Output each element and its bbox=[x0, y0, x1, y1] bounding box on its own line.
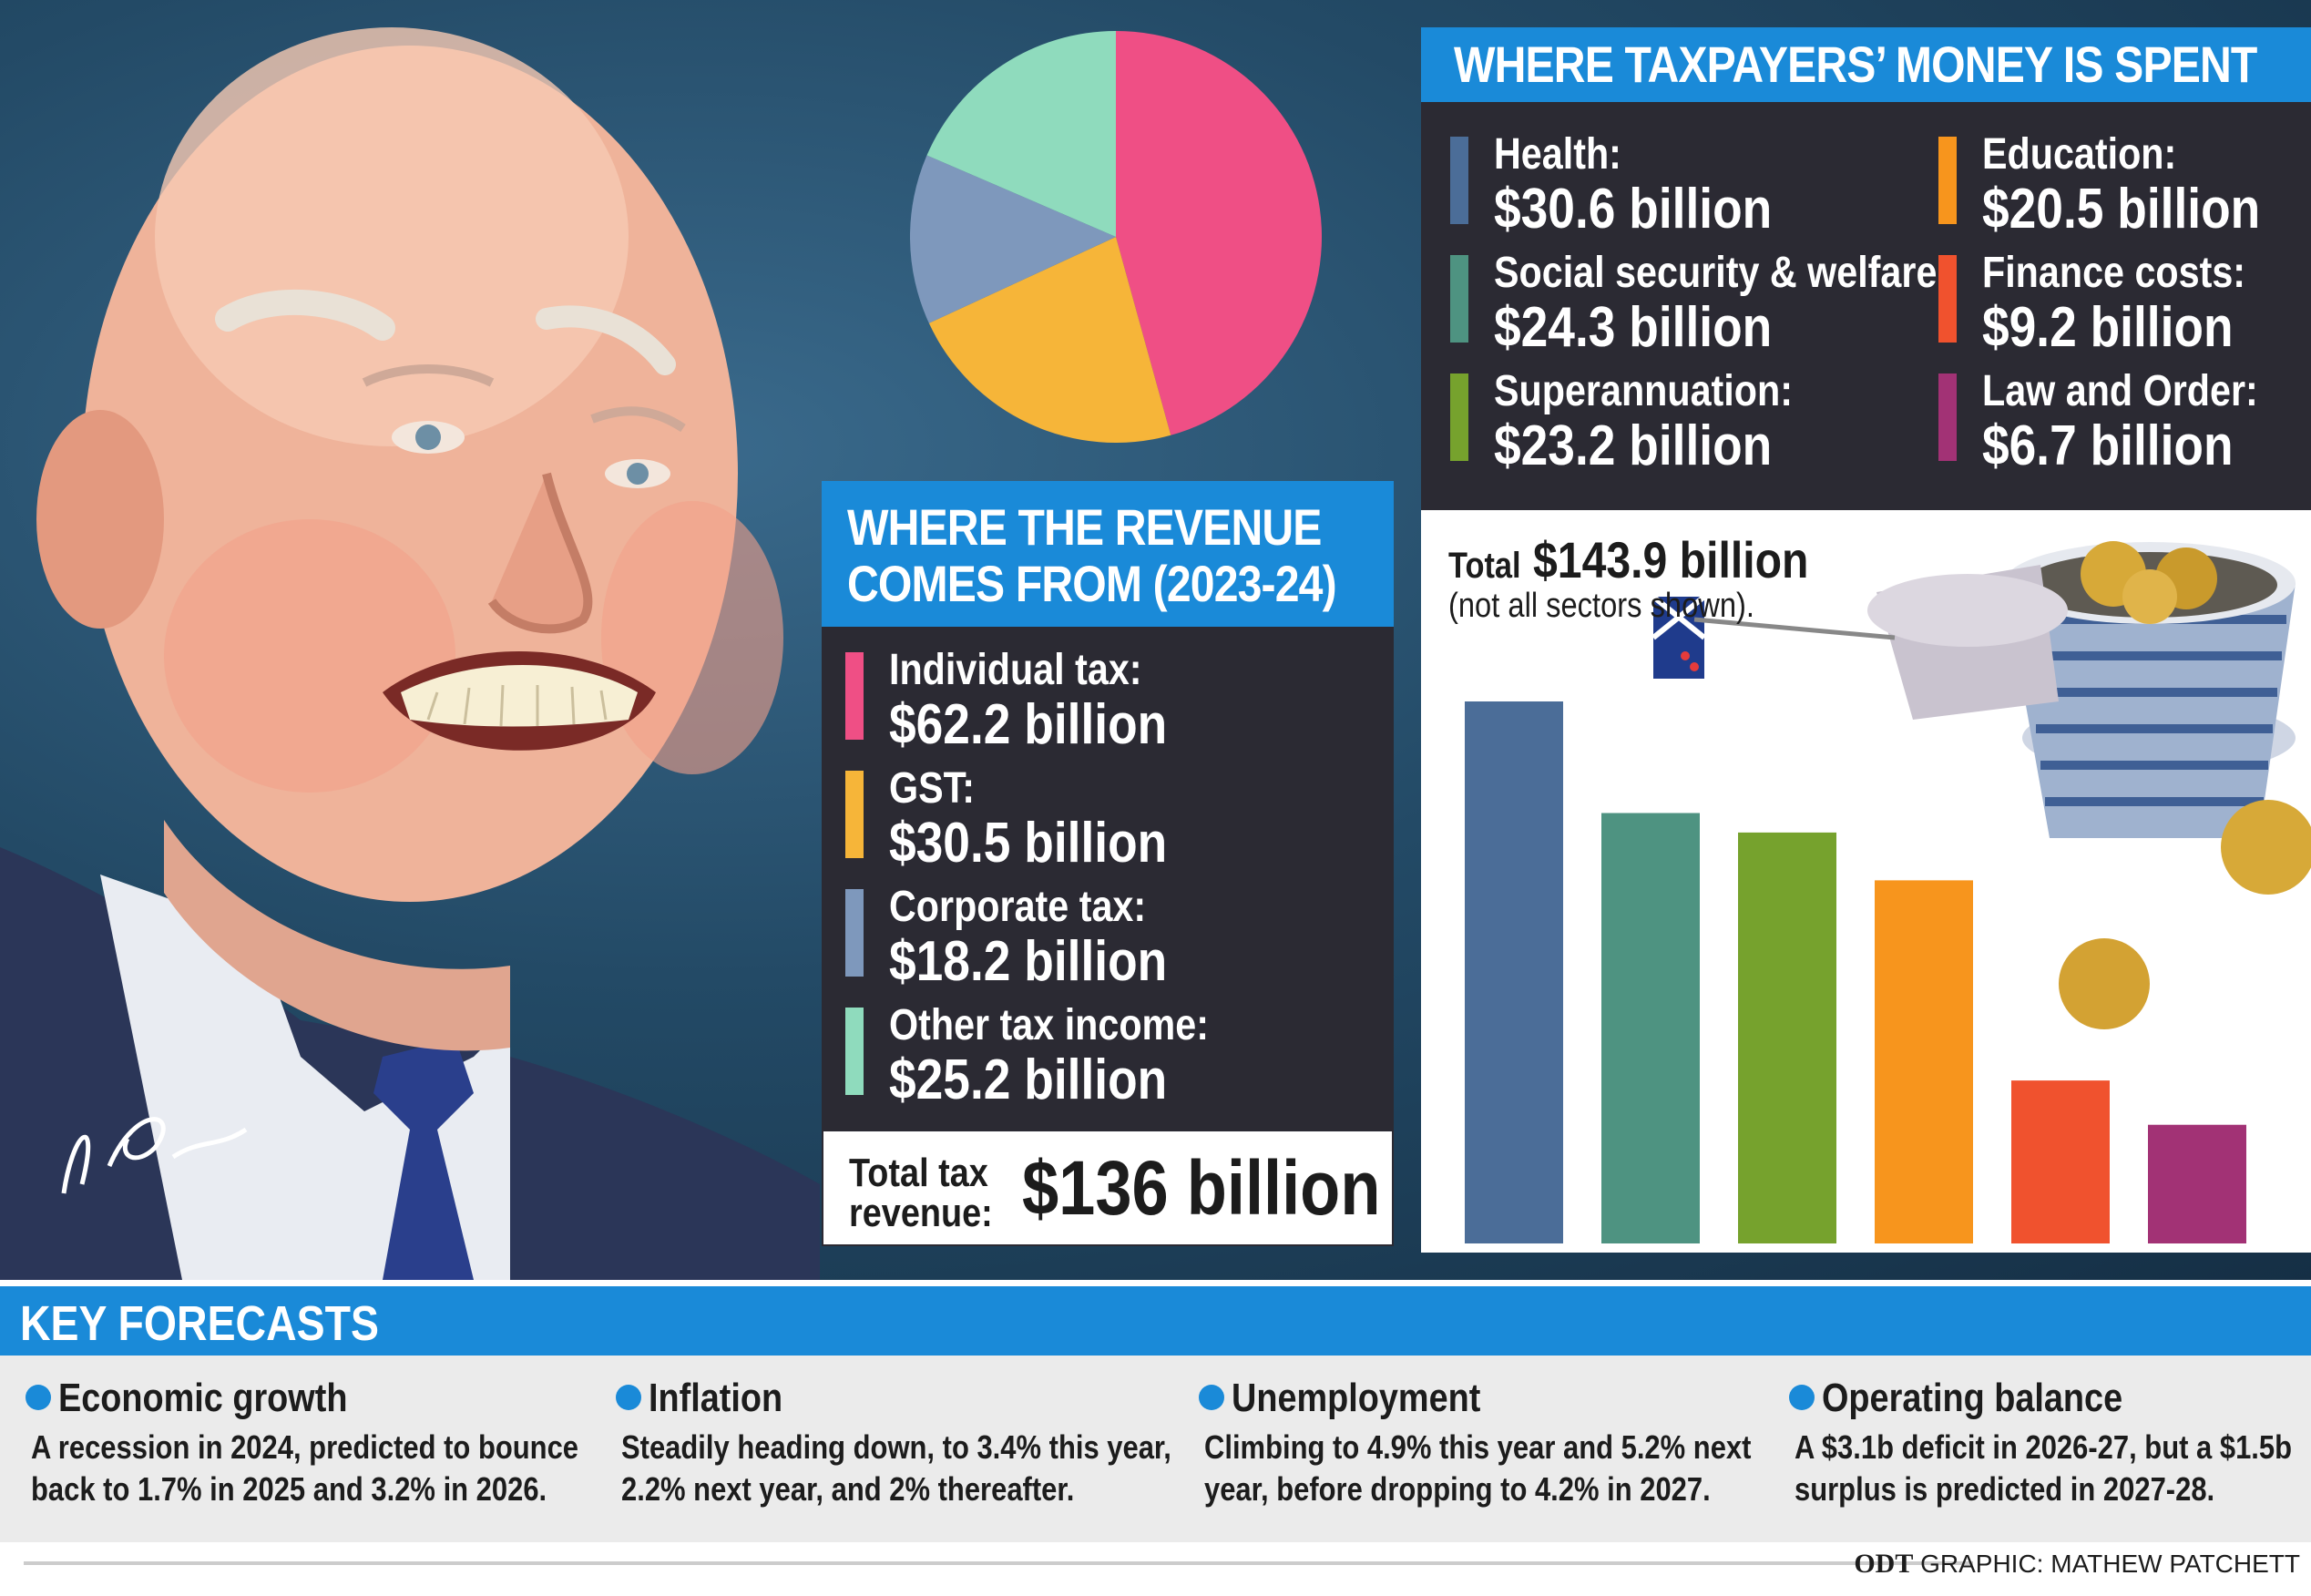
bars-layer bbox=[1465, 701, 2246, 1243]
legend-swatch bbox=[1450, 255, 1468, 343]
spending-total: Total $143.9 billion bbox=[1448, 530, 1808, 589]
legend-value: $30.6 billion bbox=[1494, 178, 1773, 240]
spending-total-prefix: Total bbox=[1448, 546, 1521, 586]
forecast-text: Steadily heading down, to 3.4% this year… bbox=[621, 1428, 1171, 1508]
legend-swatch bbox=[845, 1008, 864, 1095]
forecast-title: Economic growth bbox=[58, 1376, 348, 1420]
legend-value: $62.2 billion bbox=[889, 693, 1168, 756]
legend-swatch bbox=[845, 652, 864, 740]
bar-health bbox=[1465, 701, 1563, 1243]
legend-value: $25.2 billion bbox=[889, 1049, 1168, 1111]
legend-value: $23.2 billion bbox=[1494, 414, 1773, 477]
legend-label: Finance costs: bbox=[1982, 249, 2246, 297]
pie-slice-individual-tax bbox=[1116, 31, 1323, 435]
legend-swatch bbox=[1450, 137, 1468, 224]
legend-swatch bbox=[845, 771, 864, 858]
revenue-total-box: Total tax revenue: $136 billion bbox=[822, 1130, 1394, 1246]
legend-swatch bbox=[1938, 373, 1957, 461]
bar-social-security-welfare bbox=[1601, 813, 1700, 1243]
treasury-building-illustration bbox=[1651, 541, 2311, 1029]
forecast-text: Climbing to 4.9% this year and 5.2% next… bbox=[1204, 1428, 1752, 1508]
pie-slice-other-tax-income bbox=[926, 31, 1116, 237]
key-forecasts-panel: Economic growth A recession in 2024, pre… bbox=[0, 1356, 2311, 1542]
legend-label: GST: bbox=[889, 764, 976, 813]
footer-divider bbox=[24, 1561, 1973, 1565]
key-forecasts-title: KEY FORECASTS bbox=[20, 1296, 379, 1351]
bar-superannuation bbox=[1738, 832, 1836, 1243]
legend-label: Corporate tax: bbox=[889, 883, 1147, 931]
spending-total-note: (not all sectors shown). bbox=[1448, 587, 1755, 625]
legend-label: Law and Order: bbox=[1982, 367, 2258, 415]
graphic-credit: ODT GRAPHIC: MATHEW PATCHETT bbox=[1854, 1549, 2300, 1580]
spending-header: WHERE TAXPAYERS’ MONEY IS SPENT bbox=[1421, 27, 2311, 102]
revenue-header-line-2: COMES FROM (2023-24) bbox=[847, 555, 1337, 612]
legend-swatch bbox=[1938, 255, 1957, 343]
total-tax-value: $136 billion bbox=[1022, 1145, 1381, 1231]
spending-panel: WHERE TAXPAYERS’ MONEY IS SPENT Health: … bbox=[1421, 27, 2311, 1253]
bullet-icon bbox=[26, 1385, 51, 1410]
spending-bar-chart: Total $143.9 billion (not all sectors sh… bbox=[1421, 510, 2311, 1253]
legend-swatch bbox=[845, 889, 864, 977]
revenue-pie-chart bbox=[910, 31, 1323, 443]
legend-label: Individual tax: bbox=[889, 646, 1142, 694]
pie-slice-gst bbox=[928, 237, 1171, 443]
legend-swatch bbox=[1450, 373, 1468, 461]
credit-brand: ODT bbox=[1854, 1549, 1914, 1579]
legend-swatch bbox=[1938, 137, 1957, 224]
pie-slice-corporate-tax bbox=[910, 155, 1116, 323]
revenue-panel: WHERE THE REVENUE COMES FROM (2023-24) I… bbox=[822, 481, 1394, 1246]
spending-total-value: $143.9 billion bbox=[1533, 531, 1809, 588]
legend-value: $18.2 billion bbox=[889, 930, 1168, 993]
forecast-text: A $3.1b deficit in 2026-27, but a $1.5b … bbox=[1795, 1428, 2293, 1508]
revenue-header-line-1: WHERE THE REVENUE bbox=[847, 498, 1322, 556]
forecast-title: Operating balance bbox=[1822, 1376, 2123, 1420]
bar-finance-costs bbox=[2011, 1080, 2110, 1243]
bar-education bbox=[1875, 880, 1973, 1243]
legend-label: Other tax income: bbox=[889, 1001, 1209, 1049]
revenue-header: WHERE THE REVENUE COMES FROM (2023-24) bbox=[822, 481, 1394, 627]
forecast-title: Inflation bbox=[649, 1376, 783, 1420]
bullet-icon bbox=[1789, 1385, 1815, 1410]
bar-law-and-order bbox=[2148, 1124, 2246, 1243]
legend-label: Health: bbox=[1494, 130, 1621, 179]
forecast-title: Unemployment bbox=[1232, 1376, 1481, 1420]
total-tax-label-line-1: Total tax bbox=[849, 1151, 988, 1195]
total-tax-label-line-2: revenue: bbox=[849, 1191, 993, 1235]
legend-label: Social security & welfare: bbox=[1494, 249, 1950, 297]
total-tax-label: Total tax revenue: bbox=[849, 1153, 1006, 1233]
legend-value: $20.5 billion bbox=[1982, 178, 2261, 240]
bullet-icon bbox=[616, 1385, 641, 1410]
legend-value: $6.7 billion bbox=[1982, 414, 2234, 477]
key-forecasts-header: KEY FORECASTS bbox=[0, 1286, 2311, 1356]
legend-value: $30.5 billion bbox=[889, 812, 1168, 875]
legend-label: Superannuation: bbox=[1494, 367, 1793, 415]
legend-value: $24.3 billion bbox=[1494, 296, 1773, 359]
bullet-icon bbox=[1199, 1385, 1224, 1410]
legend-value: $9.2 billion bbox=[1982, 296, 2234, 359]
credit-text: GRAPHIC: MATHEW PATCHETT bbox=[1920, 1550, 2300, 1578]
forecast-text: A recession in 2024, predicted to bounce… bbox=[31, 1428, 579, 1508]
spending-header-title: WHERE TAXPAYERS’ MONEY IS SPENT bbox=[1454, 36, 2257, 93]
legend-label: Education: bbox=[1982, 130, 2177, 179]
caricature-illustration bbox=[0, 27, 820, 1280]
